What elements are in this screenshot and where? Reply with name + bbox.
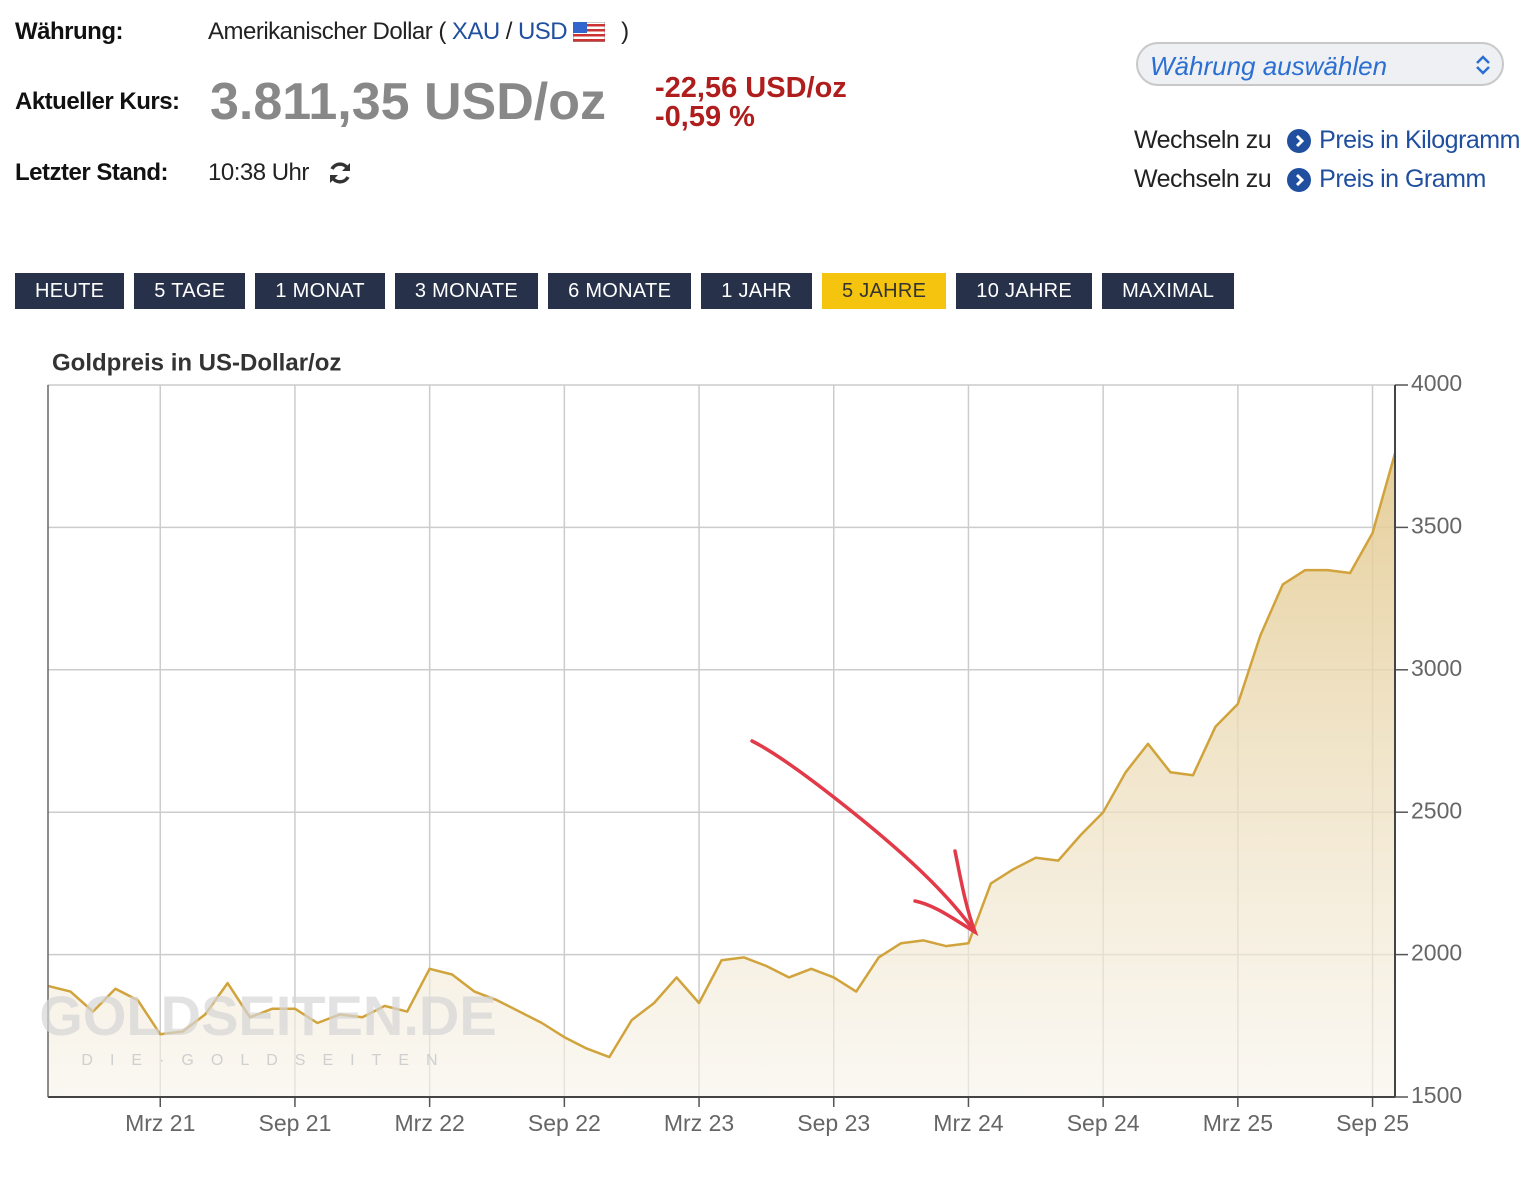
price-label: Aktueller Kurs: [15, 88, 180, 115]
annotation-arrow [750, 739, 979, 937]
unit-link-row: Wechseln zu Preis in Kilogramm [1134, 126, 1520, 155]
select-label: Währung auswählen [1150, 51, 1388, 81]
updated-label: Letzter Stand: [15, 159, 169, 186]
watermark-subtitle: DIE·GOLDSEITEN [81, 1052, 454, 1069]
y-tick-label: 1500 [1411, 1082, 1462, 1108]
price: 3.811,35 USD/oz [210, 73, 606, 131]
link-prefix: Wechseln zu [1134, 126, 1272, 154]
watermark-title: GOLDSEITEN.DE [39, 984, 496, 1047]
x-tick-label: Sep 23 [797, 1110, 870, 1136]
currency-select[interactable]: Währung auswählen [1136, 42, 1504, 86]
range-button[interactable]: 5 TAGE [134, 273, 246, 309]
link-prefix: Wechseln zu [1134, 165, 1272, 193]
x-tick-label: Mrz 21 [125, 1110, 195, 1136]
y-tick-label: 2500 [1411, 797, 1462, 823]
updated-row: 10:38 Uhr [208, 159, 353, 187]
area-fill [48, 453, 1395, 1097]
range-button[interactable]: 6 MONATE [548, 273, 692, 309]
y-tick-label: 2000 [1411, 940, 1462, 966]
currency-base[interactable]: XAU [451, 18, 500, 45]
currency-label: Währung: [15, 18, 123, 45]
chart-title: Goldpreis in US-Dollar/oz [52, 349, 341, 376]
currency-quote[interactable]: USD [517, 18, 568, 45]
range-buttons: HEUTE 5 TAGE 1 MONAT 3 MONATE 6 MONATE 1 JAHR… [15, 273, 1235, 309]
range-button[interactable]: HEUTE [15, 273, 125, 309]
x-tick-label: Mrz 22 [395, 1110, 465, 1136]
updated: 10:38 Uhr [208, 159, 309, 186]
x-tick-label: Sep 21 [258, 1110, 331, 1136]
change-pct: -0,59 % [655, 101, 755, 133]
select-chevron [1476, 55, 1490, 75]
currency: Amerikanischer Dollar ( XAU / USD ) [208, 18, 629, 46]
x-tick-label: Sep 22 [528, 1110, 601, 1136]
y-tick-label: 3000 [1411, 655, 1462, 681]
range-button[interactable]: 5 JAHRE [821, 273, 947, 309]
change-abs: -22,56 USD/oz [655, 72, 847, 104]
range-button[interactable]: 1 MONAT [255, 273, 385, 309]
link-icon [1287, 167, 1312, 192]
price-line [47, 453, 1397, 1059]
link-icon [1287, 128, 1312, 153]
range-button[interactable]: 10 JAHRE [956, 273, 1093, 309]
refresh-icon[interactable] [327, 160, 353, 186]
link[interactable]: Preis in Kilogramm [1319, 126, 1520, 154]
x-tick-label: Mrz 25 [1203, 1110, 1273, 1136]
unit-link-row: Wechseln zu Preis in Gramm [1134, 165, 1486, 194]
arrow-shaft [750, 739, 977, 934]
currency-slash: / [505, 18, 513, 45]
y-tick-label: 3500 [1411, 512, 1462, 538]
x-tick-label: Sep 24 [1067, 1110, 1140, 1136]
arrow-head [913, 849, 979, 937]
x-tick-label: Mrz 24 [933, 1110, 1004, 1136]
us-flag [573, 22, 606, 42]
currency-name: Amerikanischer Dollar ( [208, 18, 446, 45]
x-tick-label: Sep 25 [1336, 1110, 1409, 1136]
currency-close: ) [621, 18, 629, 45]
range-button[interactable]: MAXIMAL [1102, 273, 1235, 309]
range-button[interactable]: 1 JAHR [701, 273, 812, 309]
x-tick-label: Mrz 23 [664, 1110, 734, 1136]
link[interactable]: Preis in Gramm [1319, 165, 1486, 193]
y-tick-label: 4000 [1411, 370, 1462, 396]
chart: Goldpreis in US-Dollar/oz 1500 2000 2500 30… [39, 349, 1462, 1136]
range-button[interactable]: 3 MONATE [394, 273, 539, 309]
plot: 1500 2000 2500 3000 3500 4000 Mrz 21 Sep 21 Mrz … [47, 370, 1462, 1136]
